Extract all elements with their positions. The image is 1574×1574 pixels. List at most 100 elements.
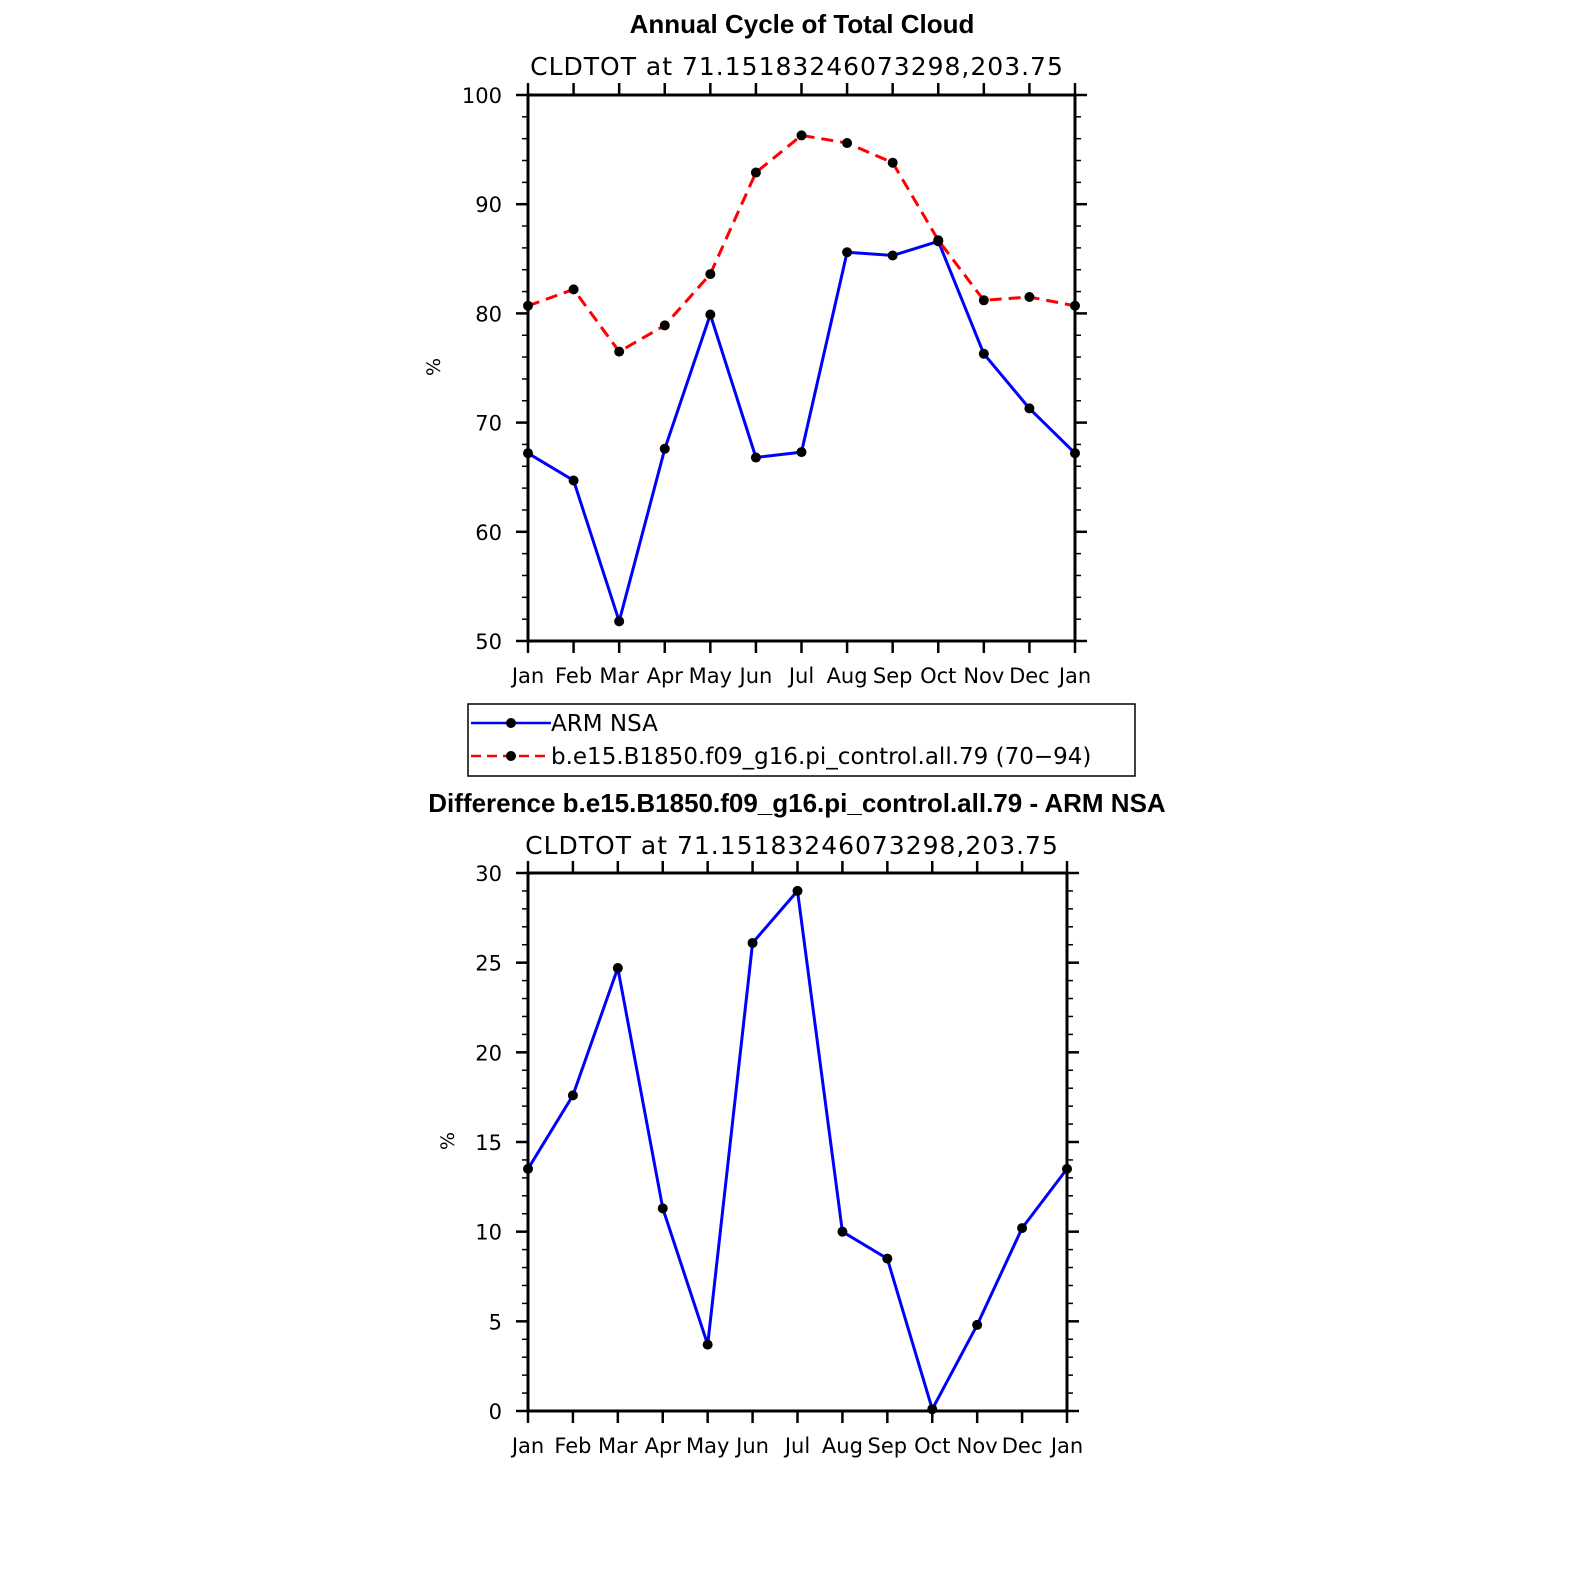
data-point <box>842 138 853 149</box>
data-point <box>796 130 807 141</box>
x-tick-label: Jun <box>738 664 773 688</box>
x-tick-label: Sep <box>873 664 913 688</box>
data-point <box>927 1404 938 1415</box>
y-tick-label: 0 <box>489 1400 502 1424</box>
legend-box <box>467 703 1136 777</box>
data-point <box>702 1339 713 1350</box>
data-point <box>747 937 758 948</box>
data-point <box>1024 403 1035 414</box>
y-tick-label: 70 <box>475 412 502 436</box>
x-tick-label: Apr <box>647 664 684 688</box>
x-tick-label: Jan <box>510 664 544 688</box>
x-tick-label: Jul <box>783 1434 810 1458</box>
legend-label: b.e15.B1850.f09_g16.pi_control.all.79 (7… <box>551 744 1091 770</box>
data-point <box>933 235 944 246</box>
data-point <box>568 475 579 486</box>
x-tick-label: Aug <box>827 664 868 688</box>
data-point <box>842 247 853 258</box>
chart-subtitle: CLDTOT at 71.15183246073298,203.75 <box>525 831 1059 860</box>
x-tick-label: Jan <box>1057 664 1091 688</box>
x-tick-label: Jul <box>787 664 814 688</box>
data-point <box>705 309 716 320</box>
data-point <box>887 157 898 168</box>
y-tick-labels: 50 60 70 80 90 100 <box>462 84 502 654</box>
x-tick-label: Feb <box>554 1434 591 1458</box>
data-point <box>972 1319 983 1330</box>
y-tick-labels: 0 5 10 15 20 25 30 <box>475 862 502 1424</box>
data-point <box>614 616 625 627</box>
difference-chart: Difference b.e15.B1850.f09_g16.pi_contro… <box>428 788 1166 1458</box>
x-tick-label: Jan <box>1049 1434 1083 1458</box>
x-tick-label: Mar <box>598 1434 638 1458</box>
data-point <box>792 885 803 896</box>
y-tick-label: 10 <box>475 1221 502 1245</box>
data-point <box>568 284 579 295</box>
x-tick-label: Sep <box>868 1434 908 1458</box>
data-point <box>614 346 625 357</box>
legend-entry-arm-nsa: ARM NSA <box>471 711 658 737</box>
data-point <box>1017 1223 1028 1234</box>
data-point <box>978 348 989 359</box>
x-tick-labels: Jan Feb Mar Apr May Jun Jul Aug Sep Oct Nov Dec Jan <box>510 664 1091 688</box>
y-tick-label: 5 <box>489 1310 502 1334</box>
x-tick-label: Dec <box>1009 664 1050 688</box>
x-tick-label: Oct <box>914 1434 950 1458</box>
data-point <box>1024 292 1035 303</box>
annual-cycle-chart: Annual Cycle of Total Cloud CLDTOT at 71… <box>423 9 1091 688</box>
data-point <box>887 250 898 261</box>
x-tick-label: Mar <box>599 664 639 688</box>
data-point <box>705 269 716 280</box>
axis-ticks <box>516 861 1079 1423</box>
y-axis-label: % <box>437 1132 459 1150</box>
chart-title: Difference b.e15.B1850.f09_g16.pi_contro… <box>428 788 1166 818</box>
series-line-0 <box>526 889 1069 1411</box>
chart-title: Annual Cycle of Total Cloud <box>630 9 975 39</box>
data-point <box>659 320 670 331</box>
data-point <box>978 295 989 306</box>
data-point <box>750 167 761 178</box>
x-tick-label: Dec <box>1002 1434 1043 1458</box>
series-lines <box>526 889 1069 1411</box>
x-tick-label: Feb <box>555 664 592 688</box>
data-point <box>612 963 623 974</box>
x-tick-label: Apr <box>645 1434 682 1458</box>
plot-frame <box>526 871 1069 1413</box>
x-tick-label: Aug <box>822 1434 863 1458</box>
y-tick-label: 90 <box>475 193 502 217</box>
y-tick-label: 100 <box>462 84 502 108</box>
plot-frame <box>526 93 1077 643</box>
x-tick-label: May <box>686 1434 729 1458</box>
series-points <box>523 130 1080 627</box>
series-lines <box>527 133 1077 623</box>
legend-swatch-marker <box>506 751 516 761</box>
legend-swatch-marker <box>506 718 516 728</box>
data-point <box>882 1253 893 1264</box>
chart-subtitle: CLDTOT at 71.15183246073298,203.75 <box>530 52 1064 81</box>
data-point <box>659 443 670 454</box>
x-tick-label: Nov <box>957 1434 998 1458</box>
x-tick-labels: Jan Feb Mar Apr May Jun Jul Aug Sep Oct Nov Dec Jan <box>510 1434 1083 1458</box>
y-tick-label: 15 <box>475 1131 502 1155</box>
y-tick-label: 25 <box>475 952 502 976</box>
y-tick-label: 30 <box>475 862 502 886</box>
y-tick-label: 50 <box>475 630 502 654</box>
data-point <box>796 447 807 458</box>
series-points <box>523 885 1072 1415</box>
x-tick-label: Jan <box>510 1434 544 1458</box>
x-tick-label: Nov <box>963 664 1004 688</box>
y-axis-label: % <box>423 358 445 376</box>
x-tick-label: Jun <box>734 1434 769 1458</box>
legend: ARM NSA b.e15.B1850.f09_g16.pi_control.a… <box>467 703 1136 777</box>
series-line-1 <box>527 133 1076 354</box>
data-point <box>567 1090 578 1101</box>
data-point <box>837 1226 848 1237</box>
data-point <box>657 1203 668 1214</box>
y-tick-label: 80 <box>475 302 502 326</box>
y-tick-label: 60 <box>475 521 502 545</box>
y-tick-label: 20 <box>475 1041 502 1065</box>
legend-entry-model: b.e15.B1850.f09_g16.pi_control.all.79 (7… <box>471 744 1091 770</box>
data-point <box>750 452 761 463</box>
x-tick-label: May <box>689 664 732 688</box>
x-tick-label: Oct <box>920 664 956 688</box>
